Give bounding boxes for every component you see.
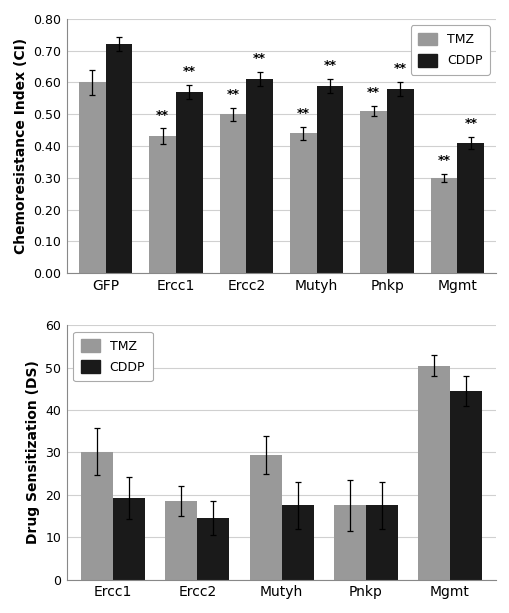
Bar bbox=[386, 89, 413, 273]
Legend: TMZ, CDDP: TMZ, CDDP bbox=[410, 25, 489, 75]
Bar bbox=[449, 391, 481, 579]
Text: **: ** bbox=[323, 59, 336, 72]
Bar bbox=[219, 114, 246, 273]
Text: **: ** bbox=[226, 88, 239, 101]
Bar bbox=[149, 137, 176, 273]
Bar bbox=[333, 506, 365, 579]
Bar bbox=[430, 178, 457, 273]
Bar bbox=[360, 111, 386, 273]
Bar bbox=[81, 452, 113, 579]
Y-axis label: Drug Sensitization (DS): Drug Sensitization (DS) bbox=[26, 360, 40, 544]
Text: **: ** bbox=[437, 154, 449, 167]
Bar bbox=[176, 92, 203, 273]
Bar bbox=[165, 501, 197, 579]
Bar bbox=[365, 506, 397, 579]
Bar bbox=[316, 86, 343, 273]
Legend: TMZ, CDDP: TMZ, CDDP bbox=[73, 332, 152, 381]
Text: **: ** bbox=[253, 52, 266, 65]
Text: **: ** bbox=[393, 62, 406, 75]
Text: **: ** bbox=[183, 65, 195, 78]
Text: **: ** bbox=[296, 107, 309, 120]
Text: **: ** bbox=[156, 109, 169, 121]
Bar bbox=[457, 143, 483, 273]
Bar bbox=[281, 506, 313, 579]
Text: **: ** bbox=[366, 86, 380, 99]
Bar bbox=[197, 518, 229, 579]
Bar bbox=[79, 82, 105, 273]
Bar bbox=[113, 498, 145, 579]
Y-axis label: Chemoresistance Index (CI): Chemoresistance Index (CI) bbox=[14, 38, 28, 254]
Bar bbox=[246, 79, 273, 273]
Bar bbox=[105, 44, 132, 273]
Bar bbox=[417, 365, 449, 579]
Bar bbox=[249, 455, 281, 579]
Text: **: ** bbox=[463, 117, 476, 130]
Bar bbox=[290, 133, 316, 273]
